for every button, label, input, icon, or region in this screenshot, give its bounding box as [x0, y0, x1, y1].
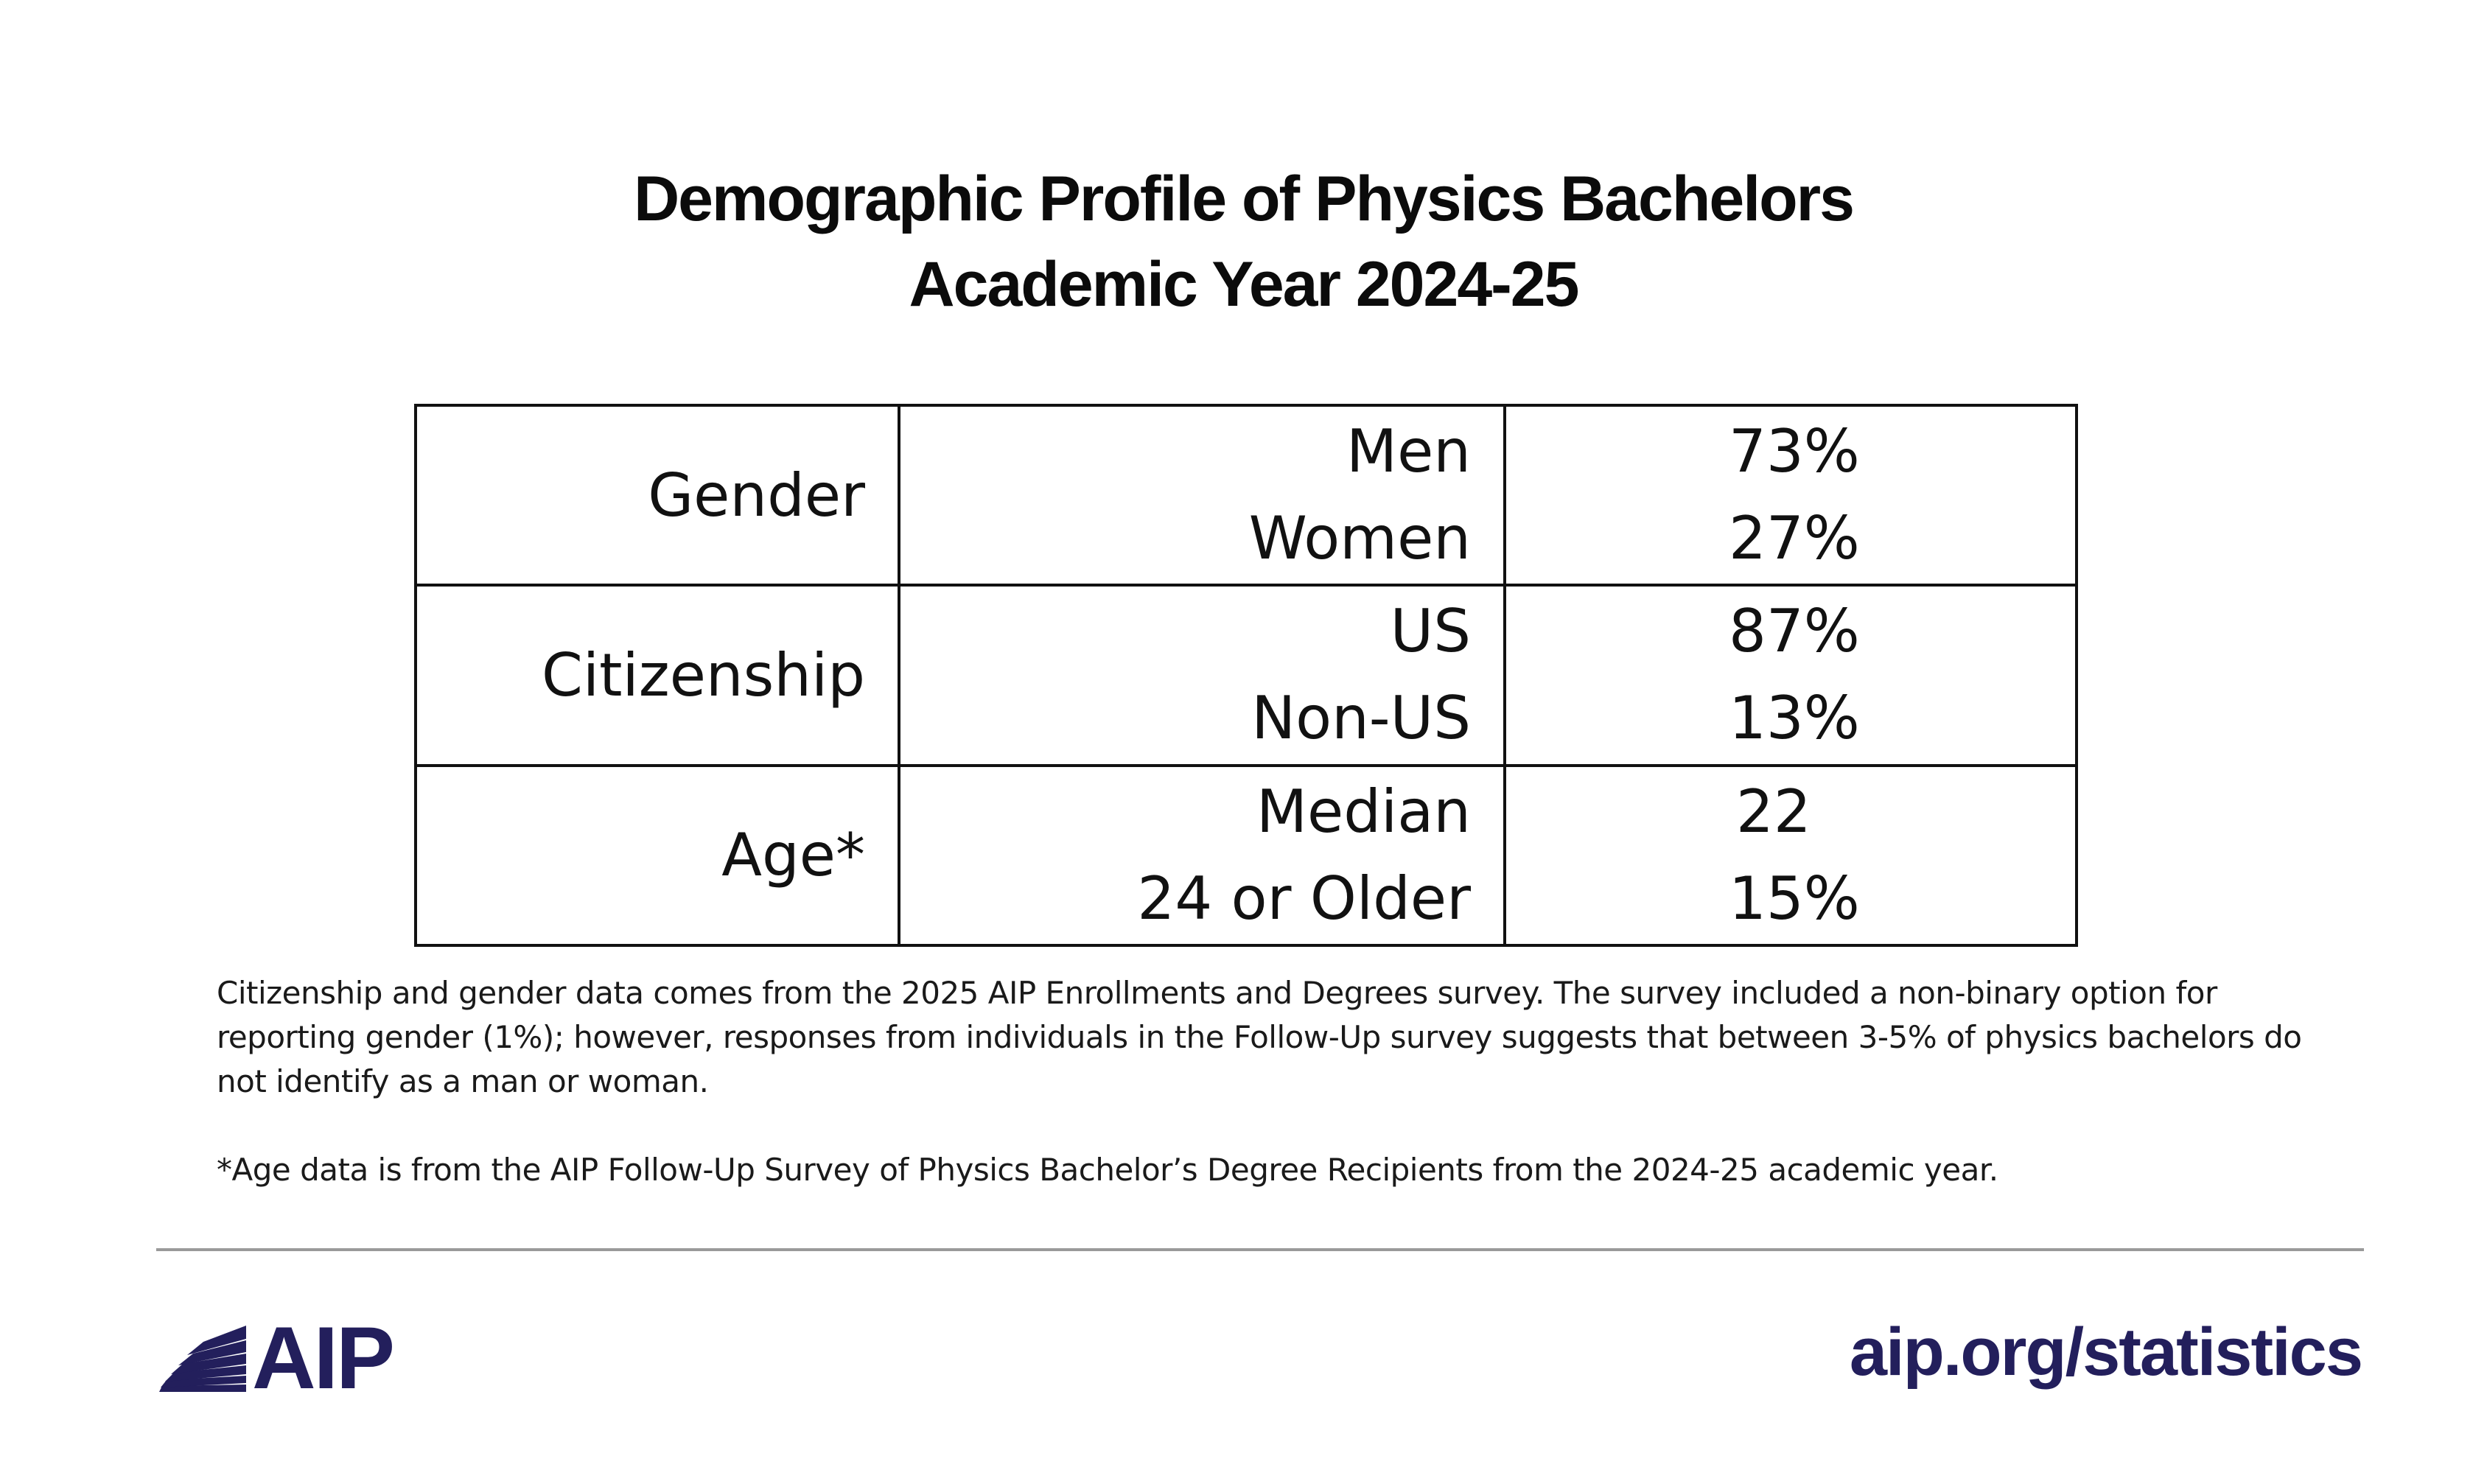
value-cell: 22 15%: [1503, 763, 2078, 948]
row-value: 22: [1736, 777, 1811, 846]
row-value: 13%: [1729, 684, 1860, 753]
table-row-gender: Gender Men Women 73% 27%: [414, 403, 2078, 587]
label-cell: Men Women: [898, 403, 1506, 587]
row-value: 87%: [1729, 597, 1860, 666]
title-line-1: Demographic Profile of Physics Bachelors: [634, 164, 1855, 234]
row-label: Median: [1256, 777, 1471, 846]
footer-divider: [156, 1248, 2364, 1251]
table-row-citizenship: Citizenship US Non-US 87% 13%: [414, 584, 2078, 767]
demographic-table: Gender Men Women 73% 27% Citizenship US …: [414, 403, 2078, 948]
site-url: aip.org/statistics: [1849, 1315, 2363, 1390]
category-cell: Citizenship: [414, 584, 900, 767]
footnote-data-source: Citizenship and gender data comes from t…: [217, 975, 2302, 1099]
row-value: 27%: [1729, 504, 1860, 573]
value-cell: 73% 27%: [1503, 403, 2078, 587]
row-label: Men: [1346, 417, 1471, 486]
aip-rays-icon: [159, 1326, 246, 1392]
row-label: Women: [1248, 504, 1471, 573]
label-cell: Median 24 or Older: [898, 763, 1506, 948]
category-cell: Age*: [414, 763, 900, 948]
label-cell: US Non-US: [898, 584, 1506, 767]
row-label: 24 or Older: [1137, 864, 1471, 933]
aip-logo-text: AIP: [252, 1309, 395, 1407]
title-line-2: Academic Year 2024-25: [909, 249, 1580, 320]
footnote-age: *Age data is from the AIP Follow-Up Surv…: [217, 1152, 1998, 1188]
aip-logo: AIP: [159, 1309, 395, 1407]
category-cell: Gender: [414, 403, 900, 587]
value-cell: 87% 13%: [1503, 584, 2078, 767]
row-value: 15%: [1729, 864, 1860, 933]
footnotes: Citizenship and gender data comes from t…: [217, 971, 2324, 1192]
row-value: 73%: [1729, 417, 1860, 486]
table-row-age: Age* Median 24 or Older 22 15%: [414, 763, 2078, 948]
row-label: Non-US: [1251, 684, 1471, 753]
page-title: Demographic Profile of Physics Bachelors…: [0, 156, 2487, 327]
row-label: US: [1390, 597, 1471, 666]
